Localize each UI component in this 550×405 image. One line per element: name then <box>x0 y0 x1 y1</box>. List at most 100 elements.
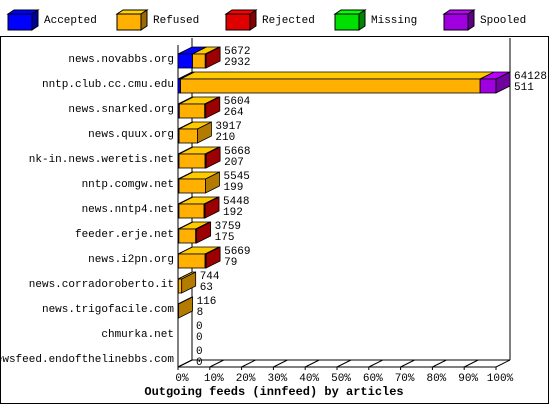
bar-segment <box>180 71 495 94</box>
x-tick <box>336 359 352 368</box>
row-label: 192 <box>223 207 243 219</box>
x-tick-label: 10% <box>204 373 224 385</box>
row-label: 0 <box>196 332 203 344</box>
row-label: 5669 <box>224 246 250 258</box>
x-tick-label: 70% <box>395 373 415 385</box>
legend-swatch <box>225 13 251 31</box>
legend-label: Accepted <box>44 15 97 27</box>
bar-front <box>178 178 206 194</box>
row-label: 5448 <box>223 196 249 208</box>
legend-swatch-side <box>31 9 39 31</box>
y-tick-label: news.snarked.org <box>68 104 174 116</box>
legend-label: Spooled <box>480 15 526 27</box>
legend-label: Rejected <box>262 15 315 27</box>
legend-swatch <box>116 13 142 31</box>
row-label: 744 <box>200 271 220 283</box>
row-label: 511 <box>514 82 534 94</box>
bar-segment <box>178 96 219 119</box>
y-tick-label: nntp.club.cc.cmu.edu <box>42 79 174 91</box>
x-tick-label: 0% <box>175 373 189 385</box>
bar-front <box>180 78 481 94</box>
x-tick-label: 100% <box>487 373 514 385</box>
legend-swatch-side <box>249 9 257 31</box>
y-tick-label: feeder.erje.net <box>75 229 174 241</box>
x-tick <box>368 359 384 368</box>
y-tick-label: news.i2pn.org <box>88 254 174 266</box>
y-tick-label: chmurka.net <box>101 329 174 341</box>
bar-front <box>479 78 497 94</box>
row-label: 5668 <box>224 146 250 158</box>
legend-item: Rejected <box>224 9 315 31</box>
bar-end <box>205 96 221 119</box>
y-tick-label: nntp.comgw.net <box>82 179 174 191</box>
y-tick-label: newsfeed.endofthelinebbs.com <box>0 354 174 366</box>
x-tick <box>177 359 193 368</box>
row-label: 0 <box>196 321 203 333</box>
legend-swatch-side <box>467 9 475 31</box>
y-tick-label: news.trigofacile.com <box>42 304 174 316</box>
row-label: 5604 <box>224 96 251 108</box>
bar-segment <box>178 146 220 169</box>
bar-end <box>495 71 511 94</box>
x-tick <box>241 359 256 368</box>
bar-end <box>205 171 220 194</box>
x-tick-label: 90% <box>458 373 478 385</box>
bar-end <box>197 121 212 144</box>
bar-segment <box>178 171 220 194</box>
y-tick-label: news.quux.org <box>88 129 174 141</box>
legend-item: Missing <box>333 9 417 31</box>
x-tick <box>495 359 511 368</box>
x-tick-label: 50% <box>331 373 351 385</box>
bar-front <box>177 53 193 69</box>
row-label: 2932 <box>224 57 250 69</box>
y-tick-label: nk-in.news.weretis.net <box>29 154 174 166</box>
row-label: 199 <box>224 182 244 194</box>
x-tick-label: 30% <box>267 373 287 385</box>
x-tick-label: 20% <box>236 373 256 385</box>
x-tick <box>463 359 479 368</box>
x-tick-label: 80% <box>426 373 446 385</box>
y-tick-label: news.novabbs.org <box>68 54 174 66</box>
row-label: 0 <box>196 346 203 358</box>
plot-frame <box>0 36 549 404</box>
bar-end <box>205 46 221 69</box>
legend-item: Spooled <box>442 9 526 31</box>
bar-front <box>178 153 206 169</box>
bar-segment <box>178 221 210 244</box>
bar-front <box>178 203 205 219</box>
y-tick-label: news.corradoroberto.it <box>29 279 174 291</box>
row-label: 116 <box>197 296 217 308</box>
legend-label: Refused <box>153 15 199 27</box>
row-label: 175 <box>215 232 235 244</box>
row-label: 210 <box>215 132 235 144</box>
x-tick-label: 60% <box>363 373 383 385</box>
bar-front <box>177 278 183 294</box>
bar-end <box>205 146 221 169</box>
chart-title: Outgoing feeds (innfeed) by articles <box>144 385 403 399</box>
legend-item: Accepted <box>6 9 97 31</box>
legend-swatch <box>443 13 469 31</box>
x-tick <box>432 359 447 368</box>
legend-swatch <box>7 13 33 31</box>
y-tick-label: news.nntp4.net <box>82 204 174 216</box>
x-tick <box>304 359 320 368</box>
legend-swatch <box>334 13 360 31</box>
row-label: 5545 <box>224 171 250 183</box>
bar-front <box>178 228 197 244</box>
bar-end <box>196 221 212 244</box>
bar-end <box>181 271 197 294</box>
x-tick <box>400 359 415 368</box>
row-label: 3759 <box>215 221 241 233</box>
legend-swatch-side <box>140 9 148 31</box>
bar-end <box>205 246 221 269</box>
row-label: 79 <box>224 257 237 269</box>
row-label: 64128 <box>514 71 547 83</box>
legend-swatch-side <box>358 9 366 31</box>
row-label: 5672 <box>224 46 250 58</box>
legend-label: Missing <box>371 15 417 27</box>
bar-segment <box>178 196 219 219</box>
x-tick <box>209 359 225 368</box>
bar-front <box>177 253 206 269</box>
bar-end <box>178 296 193 319</box>
